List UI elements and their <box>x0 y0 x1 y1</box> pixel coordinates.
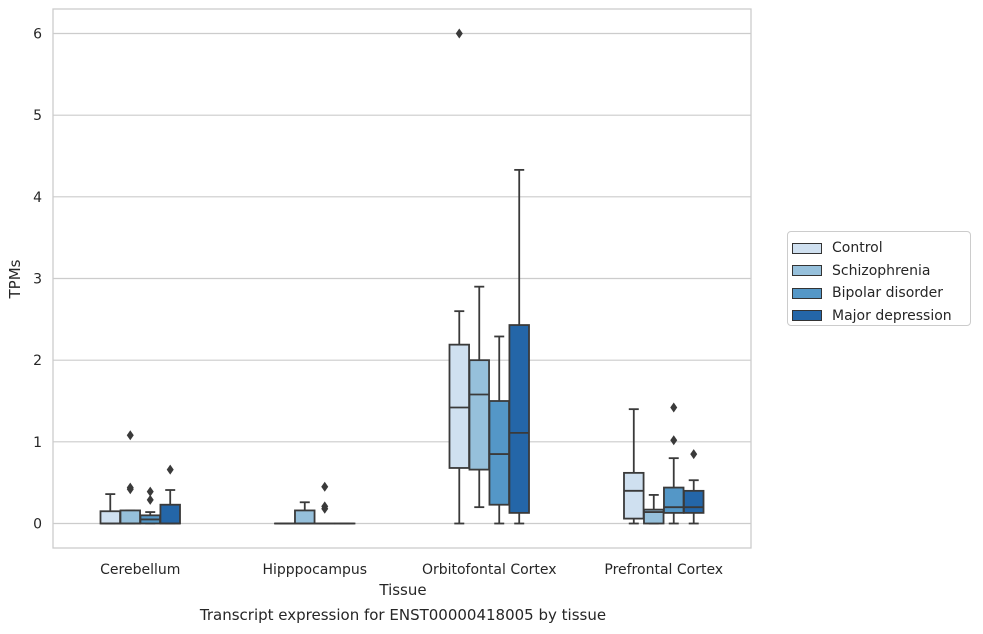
box-iqr <box>488 400 510 506</box>
x-tick-label: Prefrontal Cortex <box>604 562 723 578</box>
legend-label: Bipolar disorder <box>832 285 944 302</box>
box-bipolar-disorder <box>663 402 685 525</box>
legend-item: Schizophrenia <box>792 260 970 283</box>
x-tick-label: Cerebellum <box>100 562 180 578</box>
box-bipolar-disorder <box>314 481 336 525</box>
box-major-depression <box>683 449 705 525</box>
y-tick-label: 2 <box>33 353 42 369</box>
outlier-point <box>455 28 463 39</box>
legend-swatch <box>792 265 822 277</box>
gridlines <box>53 32 751 525</box>
outlier-point <box>670 402 678 413</box>
legend-label: Control <box>832 240 883 257</box>
outlier-point <box>126 482 134 493</box>
box-iqr <box>159 503 181 525</box>
box-bipolar-disorder <box>488 335 510 525</box>
legend-swatch <box>792 242 822 254</box>
box-control <box>623 408 645 525</box>
box-bipolar-disorder <box>139 486 161 525</box>
box-iqr <box>663 486 685 514</box>
y-tick-label: 3 <box>33 272 42 288</box>
box-schizophrenia <box>643 494 665 525</box>
box-schizophrenia <box>468 285 490 509</box>
legend: Control Schizophrenia Bipolar disorder Majo… <box>787 231 971 326</box>
legend-swatch <box>792 310 822 322</box>
box-iqr <box>468 359 490 471</box>
x-axis-label: Tissue <box>378 581 426 599</box>
box-iqr <box>623 471 645 520</box>
boxes <box>99 28 705 525</box>
box-iqr <box>643 508 665 525</box>
legend-label: Schizophrenia <box>832 262 931 279</box>
outlier-point <box>690 449 698 460</box>
legend-item: Major depression <box>792 305 970 328</box>
y-axis-label: TPMs <box>6 259 24 299</box>
box-iqr <box>294 509 316 525</box>
y-tick-label: 6 <box>33 27 42 43</box>
outlier-point <box>670 435 678 446</box>
legend-item: Bipolar disorder <box>792 282 970 305</box>
outlier-point <box>146 486 154 497</box>
outlier-point <box>126 430 134 441</box>
legend-item: Control <box>792 237 970 260</box>
x-axis-ticks: Cerebellum Hipppocampus Orbitofontal Corte… <box>100 562 723 578</box>
x-tick-label: Orbitofontal Cortex <box>422 562 557 578</box>
box-major-depression <box>159 464 181 525</box>
y-tick-label: 5 <box>33 108 42 124</box>
y-axis-ticks: 0 1 2 3 4 5 6 <box>33 27 42 533</box>
box-control <box>99 493 121 525</box>
chart-caption: Transcript expression for ENST0000041800… <box>199 606 607 624</box>
box-iqr <box>683 489 705 514</box>
box-iqr <box>448 343 470 469</box>
plot-frame <box>52 8 752 549</box>
box-iqr <box>508 324 530 514</box>
outlier-point <box>321 501 329 512</box>
box-control <box>448 28 470 525</box>
box-iqr <box>99 510 121 525</box>
box-iqr <box>119 509 141 525</box>
y-tick-label: 1 <box>33 435 42 451</box>
box-major-depression <box>508 168 530 525</box>
x-tick-label: Hipppocampus <box>262 562 367 578</box>
outlier-point <box>321 481 329 492</box>
box-schizophrenia <box>294 501 316 525</box>
y-tick-label: 0 <box>33 517 42 533</box>
legend-label: Major depression <box>832 307 952 324</box>
legend-swatch <box>792 287 822 299</box>
outlier-point <box>166 464 174 475</box>
outlier-point <box>146 494 154 505</box>
box-schizophrenia <box>119 430 141 525</box>
y-tick-label: 4 <box>33 190 42 206</box>
